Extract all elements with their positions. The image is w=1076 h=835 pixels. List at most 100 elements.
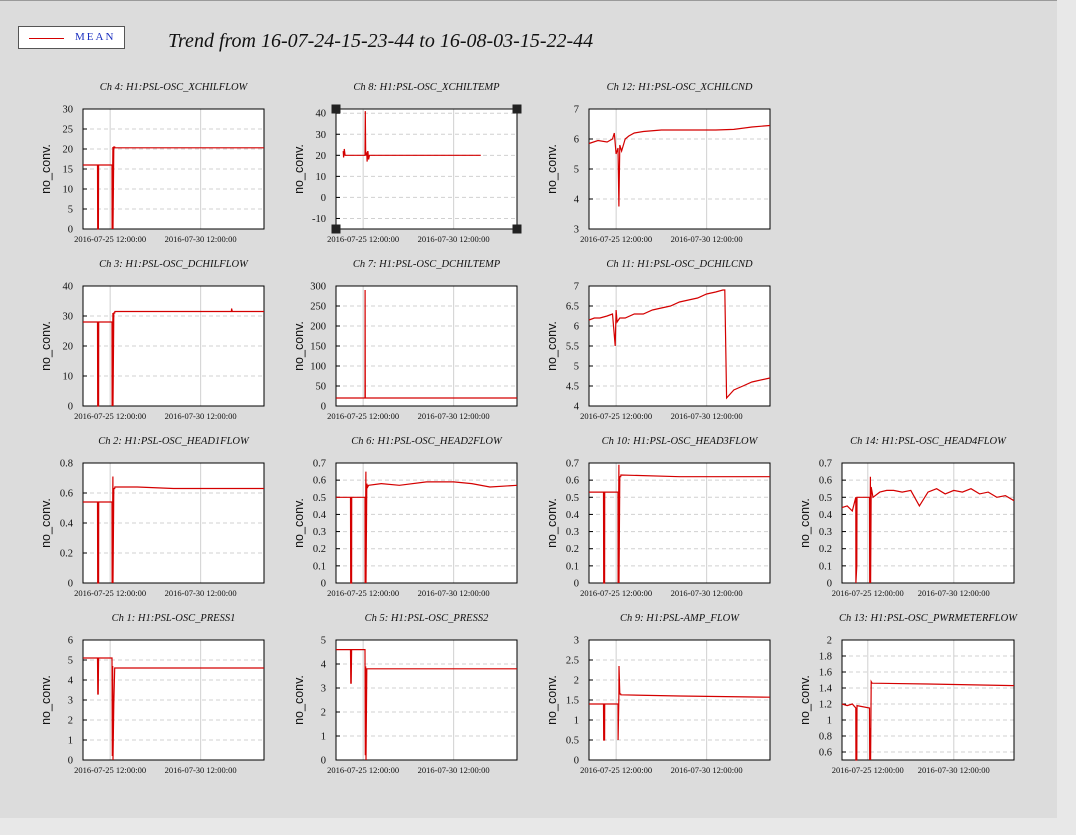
plot-frame [588, 462, 771, 584]
y-tick-label: 5 [574, 165, 579, 176]
chart-panel[interactable]: 0 50 100 150 200 250 300 2016-07-25 12:00:00 201… [292, 259, 518, 421]
chart-title: Ch 14: H1:PSL-OSC_HEAD4FLOW [850, 436, 1007, 447]
main-title: Trend from 16-07-24-15-23-44 to 16-08-03… [168, 30, 594, 52]
selection-handle[interactable] [331, 104, 341, 114]
y-tick-label: 6.5 [566, 302, 579, 313]
y-tick-label: 4 [321, 660, 327, 671]
y-axis-label: no_conv. [545, 675, 559, 725]
chart-panel[interactable]: 0 10 20 30 40 2016-07-25 12:00:00 2016-07-30 1… [39, 259, 265, 421]
x-tick-label: 2016-07-30 12:00:00 [918, 588, 990, 598]
y-tick-label: 0.4 [819, 510, 833, 521]
chart-panel[interactable]: 0 0.1 0.2 0.3 0.4 0.5 0.6 0.7 2016-07-25 12:00:0… [292, 436, 518, 598]
x-tick-label: 2016-07-25 12:00:00 [580, 411, 652, 421]
y-tick-label: 0 [321, 193, 326, 204]
y-tick-label: 0.1 [313, 561, 326, 572]
chart-title: Ch 3: H1:PSL-OSC_DCHILFLOW [99, 259, 249, 270]
y-tick-label: 6 [574, 322, 579, 333]
y-axis-label: no_conv. [545, 321, 559, 371]
y-axis-label: no_conv. [545, 498, 559, 548]
y-tick-label: 0.2 [60, 549, 73, 560]
x-tick-label: 2016-07-25 12:00:00 [74, 588, 146, 598]
x-tick-label: 2016-07-30 12:00:00 [418, 234, 490, 244]
selection-handle[interactable] [512, 104, 522, 114]
series-line-mean [336, 289, 517, 399]
series-line-mean [589, 665, 771, 741]
chart-panel[interactable]: 0 5 10 15 20 25 30 2016-07-25 12:00:00 2016-07-3… [39, 82, 265, 244]
selection-handle[interactable] [331, 224, 341, 234]
chart-panel[interactable]: 0.6 0.8 1 1.2 1.4 1.6 1.8 2 2016-07-25 12:00:00 2… [798, 613, 1018, 775]
y-tick-label: 50 [316, 382, 327, 393]
y-tick-label: 0 [574, 756, 579, 767]
x-tick-label: 2016-07-30 12:00:00 [418, 588, 490, 598]
y-axis-label: no_conv. [292, 675, 306, 725]
chart-panel[interactable]: 0 1 2 3 4 5 2016-07-25 12:00:00 2016-07-30 12:0… [292, 613, 518, 775]
plot-frame [841, 639, 1015, 761]
y-axis-label: no_conv. [39, 144, 53, 194]
y-tick-label: 1.4 [819, 684, 833, 695]
y-axis-label: no_conv. [39, 321, 53, 371]
y-tick-label: 0.4 [313, 510, 327, 521]
y-tick-label: 0.6 [313, 476, 326, 487]
x-tick-label: 2016-07-25 12:00:00 [580, 765, 652, 775]
x-tick-label: 2016-07-25 12:00:00 [74, 234, 146, 244]
y-tick-label: 5 [68, 656, 73, 667]
plot-frame [841, 462, 1015, 584]
y-tick-label: 30 [316, 130, 327, 141]
series-line-mean [342, 111, 481, 162]
x-tick-label: 2016-07-30 12:00:00 [671, 234, 743, 244]
y-tick-label: 6 [68, 636, 73, 647]
y-tick-label: 1.5 [566, 696, 579, 707]
chart-panel[interactable]: 3 4 5 6 7 2016-07-25 12:00:00 2016-07-30 12:00… [545, 82, 771, 244]
chart-panel[interactable]: 0 0.1 0.2 0.3 0.4 0.5 0.6 0.7 2016-07-25 12:00:0… [798, 436, 1015, 598]
chart-title: Ch 1: H1:PSL-OSC_PRESS1 [112, 613, 236, 624]
y-tick-label: 20 [63, 145, 74, 156]
y-axis-label: no_conv. [292, 144, 306, 194]
y-tick-label: 2 [574, 676, 579, 687]
x-tick-label: 2016-07-25 12:00:00 [327, 588, 399, 598]
y-tick-label: 0.5 [566, 493, 579, 504]
y-tick-label: 20 [316, 151, 327, 162]
y-tick-label: 150 [310, 342, 326, 353]
y-tick-label: 0.7 [566, 459, 579, 470]
y-tick-label: 3 [321, 684, 326, 695]
chart-panel[interactable]: -10 0 10 20 30 40 2016-07-25 12:00:00 2016-07-3… [292, 82, 522, 244]
y-tick-label: 0.5 [819, 493, 832, 504]
y-tick-label: 1.6 [819, 668, 832, 679]
chart-panel[interactable]: 0 0.5 1 1.5 2 2.5 3 2016-07-25 12:00:00 2016-07-… [545, 613, 771, 775]
y-tick-label: 0.6 [819, 748, 832, 759]
y-tick-label: 3 [574, 636, 579, 647]
x-tick-label: 2016-07-30 12:00:00 [418, 411, 490, 421]
y-tick-label: 30 [63, 312, 74, 323]
y-axis-label: no_conv. [545, 144, 559, 194]
legend-mean-label: MEAN [75, 31, 116, 43]
series-line-mean [589, 464, 770, 584]
y-tick-label: 0.2 [566, 544, 579, 555]
chart-panel[interactable]: 4 4.5 5 5.5 6 6.5 7 2016-07-25 12:00:00 2016-07-… [545, 259, 771, 421]
y-tick-label: 0.7 [819, 459, 832, 470]
y-tick-label: 300 [310, 282, 326, 293]
y-tick-label: 100 [310, 362, 326, 373]
y-axis-label: no_conv. [292, 498, 306, 548]
y-tick-label: 0 [68, 225, 73, 236]
x-tick-label: 2016-07-30 12:00:00 [671, 765, 743, 775]
y-tick-label: 4 [574, 402, 580, 413]
y-tick-label: 1 [68, 736, 73, 747]
y-tick-label: 0.5 [566, 736, 579, 747]
chart-panel[interactable]: 0 1 2 3 4 5 6 2016-07-25 12:00:00 2016-07-30 12:… [39, 613, 265, 775]
chart-panel[interactable]: 0 0.1 0.2 0.3 0.4 0.5 0.6 0.7 2016-07-25 12:00:0… [545, 436, 771, 598]
y-tick-label: 0.3 [566, 527, 579, 538]
y-tick-label: 0.1 [819, 561, 832, 572]
series-line-mean [841, 476, 1015, 584]
chart-title: Ch 5: H1:PSL-OSC_PRESS2 [365, 613, 489, 624]
chart-panel[interactable]: 0 0.2 0.4 0.6 0.8 2016-07-25 12:00:00 2016-07-… [39, 436, 265, 598]
plot-area [336, 109, 517, 229]
y-tick-label: 4 [68, 676, 74, 687]
y-tick-label: 0 [574, 579, 579, 590]
selection-handle[interactable] [512, 224, 522, 234]
y-tick-label: 30 [63, 105, 74, 116]
x-tick-label: 2016-07-30 12:00:00 [918, 765, 990, 775]
series-line-mean [336, 648, 517, 761]
y-tick-label: 0 [68, 756, 73, 767]
x-tick-label: 2016-07-25 12:00:00 [580, 588, 652, 598]
y-tick-label: 5 [574, 362, 579, 373]
